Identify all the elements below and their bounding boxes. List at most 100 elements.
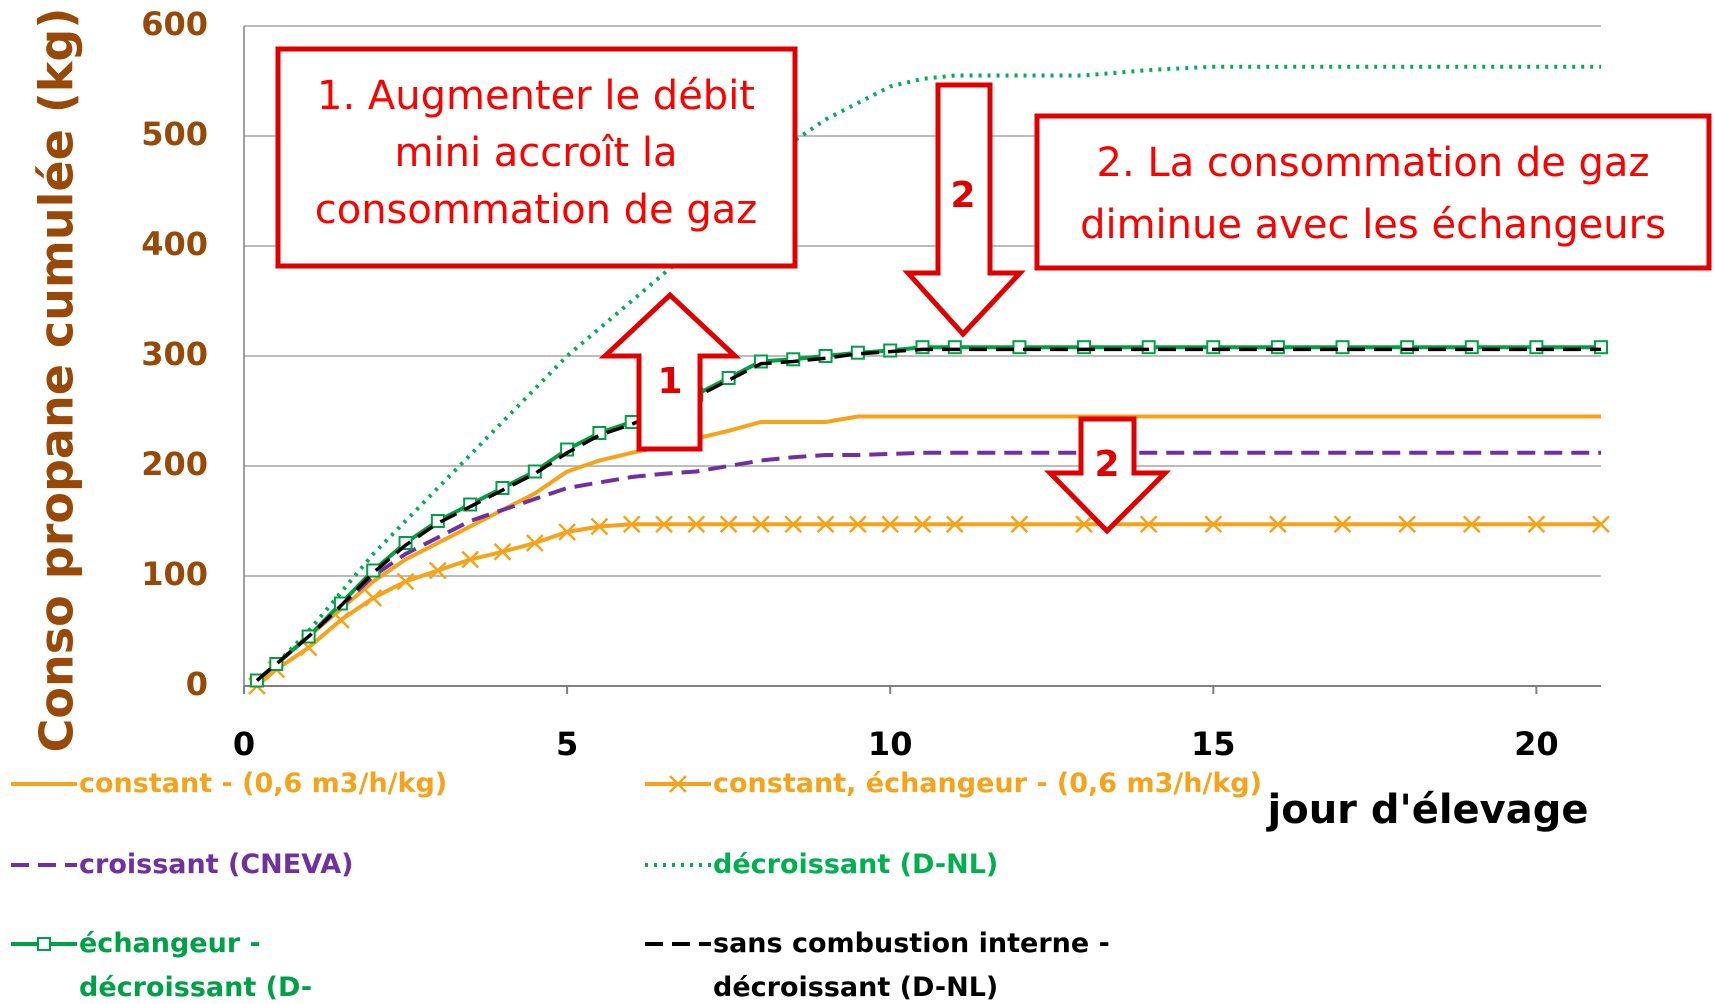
series-line <box>255 522 1601 688</box>
legend-label: croissant (CNEVA) <box>79 849 354 880</box>
x-tick-label: 5 <box>556 725 578 763</box>
marker-stroke <box>1139 515 1158 534</box>
annotation-text: mini accroît la <box>395 130 678 176</box>
point-marker <box>493 542 512 561</box>
point-marker <box>622 515 641 534</box>
point-marker <box>37 937 51 951</box>
point-marker <box>687 515 706 534</box>
marker-stroke <box>364 589 383 607</box>
point-marker <box>784 515 803 534</box>
y-tick-label: 100 <box>141 555 208 593</box>
y-tick-label: 500 <box>141 115 208 153</box>
point-marker <box>1464 340 1479 355</box>
point-marker <box>1462 515 1481 534</box>
point-marker <box>1529 340 1544 355</box>
legend-label: constant, échangeur - (0,6 m3/h/kg) <box>713 768 1262 799</box>
series <box>255 347 1601 682</box>
point-marker <box>590 517 609 536</box>
marker-stroke <box>1462 515 1481 534</box>
series-line <box>255 345 1601 683</box>
legend-label: sans combustion interne - décroissant (D… <box>713 928 1110 1003</box>
annotation-label: 2 <box>1094 444 1119 485</box>
point-marker <box>1527 515 1546 534</box>
marker-stroke <box>1527 515 1546 534</box>
series <box>255 414 1601 683</box>
point-marker <box>1010 515 1029 534</box>
point-marker <box>364 589 383 607</box>
series <box>248 515 1610 695</box>
x-tick-label: 10 <box>868 725 913 763</box>
point-marker <box>366 563 381 578</box>
point-marker <box>1333 515 1352 534</box>
point-marker <box>525 534 544 552</box>
annotation-arrow <box>902 82 1026 338</box>
marker-stroke <box>1592 515 1610 534</box>
marker-stroke <box>1333 515 1352 534</box>
marker-stroke <box>461 550 480 569</box>
legend-swatch <box>11 937 77 951</box>
legend-label: décroissant (D-NL) <box>713 849 999 880</box>
annotation-label: 2 <box>950 175 975 216</box>
y-tick-label: 300 <box>141 335 208 373</box>
annotation-label: 1 <box>657 361 682 402</box>
point-marker <box>1204 515 1223 534</box>
marker-stroke <box>428 561 447 580</box>
annotation-box <box>275 46 798 269</box>
point-marker <box>428 561 447 580</box>
point-marker <box>1594 340 1608 355</box>
point-marker <box>655 515 673 534</box>
point-marker <box>1077 340 1092 355</box>
marker-stroke <box>752 515 770 534</box>
point-marker <box>881 515 900 534</box>
annotation-text: diminue avec les échangeurs <box>1080 202 1666 248</box>
marker-stroke <box>1010 515 1029 534</box>
annotation-arrow <box>598 291 742 452</box>
legend-label: échangeur - décroissant (D-NL) <box>79 928 313 1003</box>
annotation-box <box>1034 113 1712 271</box>
marker-stroke <box>622 515 641 534</box>
marker-stroke <box>1075 515 1093 534</box>
point-marker <box>1269 515 1287 534</box>
point-marker <box>719 515 738 534</box>
marker-stroke <box>669 775 687 793</box>
marker-stroke <box>848 515 867 534</box>
marker-stroke <box>719 515 738 534</box>
marker-stroke <box>687 515 706 534</box>
legend-swatch <box>645 775 711 793</box>
x-axis-title: jour d'élevage <box>1266 787 1589 833</box>
marker-stroke <box>396 572 415 591</box>
point-marker <box>1592 515 1610 534</box>
y-tick-label: 200 <box>141 445 208 483</box>
series-line <box>255 347 1601 682</box>
point-marker <box>461 550 480 569</box>
series <box>255 450 1601 683</box>
point-marker <box>848 515 867 534</box>
annotation-arrow <box>1044 416 1172 535</box>
annotation-text: 2. La consommation de gaz <box>1097 140 1650 186</box>
point-marker <box>945 515 964 534</box>
point-marker <box>332 611 350 629</box>
marker-stroke <box>558 523 576 541</box>
point-marker <box>1270 340 1285 355</box>
point-marker <box>1012 340 1027 355</box>
marker-stroke <box>590 517 609 536</box>
x-tick-label: 15 <box>1191 725 1236 763</box>
y-tick-label: 0 <box>186 665 208 703</box>
point-marker <box>1398 515 1417 534</box>
point-marker <box>396 572 415 591</box>
annotation-text: 1. Augmenter le débit <box>317 73 755 119</box>
point-marker <box>752 515 770 534</box>
point-marker <box>913 515 932 534</box>
point-marker <box>669 775 687 793</box>
marker-stroke <box>816 515 835 534</box>
marker-stroke <box>1204 515 1223 534</box>
x-tick-label: 0 <box>233 725 255 763</box>
point-marker <box>1206 340 1221 355</box>
marker-stroke <box>1398 515 1417 534</box>
marker-stroke <box>881 515 900 534</box>
marker-stroke <box>525 534 544 552</box>
point-marker <box>1335 340 1350 355</box>
marker-stroke <box>945 515 964 534</box>
